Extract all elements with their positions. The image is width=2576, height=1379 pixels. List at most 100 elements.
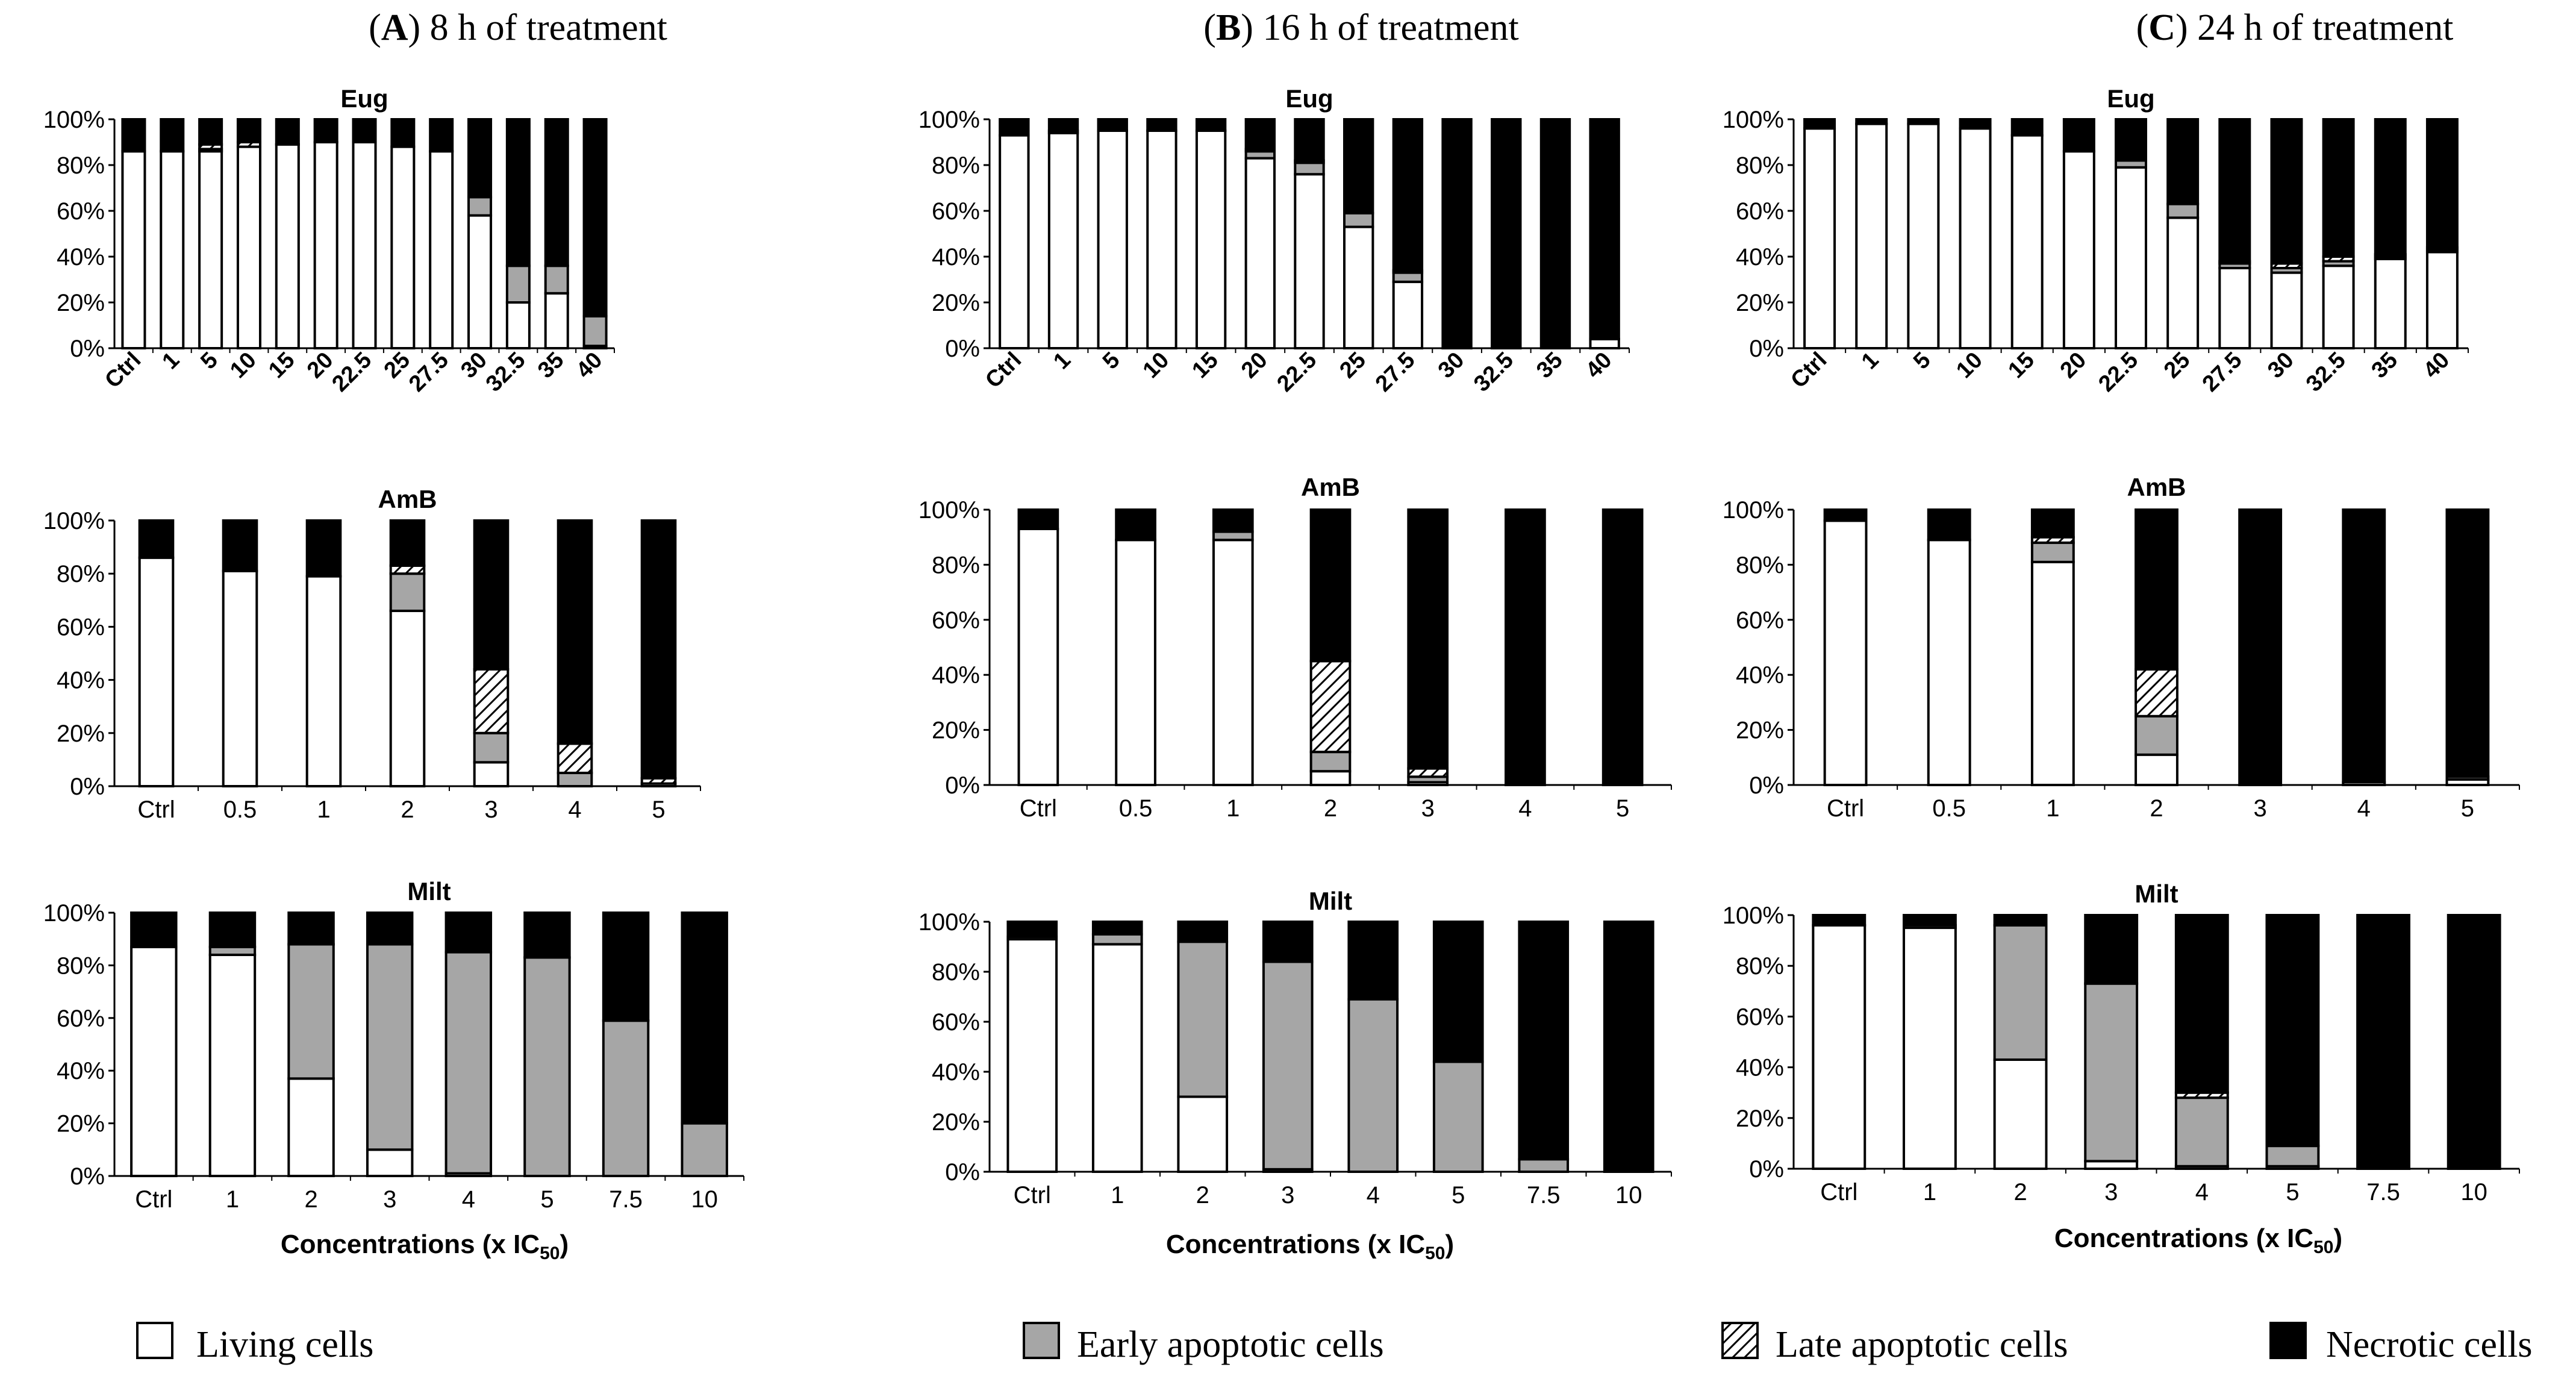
bar-segment-early [1177, 940, 1229, 1098]
y-tick-label: 40% [57, 244, 105, 270]
bar-segment-living [1903, 927, 1957, 1171]
x-category-label: 3 [484, 796, 497, 823]
bar-segment-necrotic [1294, 118, 1325, 162]
bar-segment-necrotic [681, 912, 728, 1125]
bar-segment-living [473, 761, 510, 788]
bar-segment-necrotic [352, 118, 377, 143]
y-tick-label: 20% [1736, 290, 1784, 316]
y-tick-label: 20% [932, 718, 980, 744]
bar-segment-early [1343, 211, 1374, 228]
x-category-label: Ctrl [1786, 348, 1832, 393]
y-tick-label: 0% [945, 772, 980, 799]
bar-segment-necrotic [1432, 921, 1484, 1063]
x-category-label: 0.5 [1932, 795, 1966, 822]
bar-segment-early [473, 731, 510, 764]
bar-segment-living [305, 575, 342, 787]
bar-segment-necrotic [444, 912, 493, 954]
chart-title: AmB [2127, 473, 2186, 501]
x-category-label: 1 [1049, 348, 1076, 375]
x-category-label: 40 [572, 348, 608, 384]
bar-segment-necrotic [130, 912, 178, 948]
x-category-label: 10 [225, 348, 261, 384]
bar-segment-early [1091, 933, 1143, 946]
bar-segment-necrotic [236, 118, 261, 143]
bar-segment-necrotic [1903, 914, 1957, 927]
bar-segment-necrotic [1959, 118, 1992, 130]
x-category-label: Ctrl [1014, 1182, 1051, 1209]
x-category-label: 5 [540, 1186, 554, 1213]
x-category-label: 5 [652, 796, 665, 823]
bar-segment-living [2374, 257, 2407, 349]
x-category-label: 10 [1138, 348, 1174, 384]
bar-segment-necrotic [208, 912, 257, 948]
panel-title-a: (A) 8 h of treatment [369, 7, 667, 48]
bar-segment-living [2010, 134, 2044, 349]
bar-segment-living [366, 1148, 414, 1178]
bar-segment-late [1309, 660, 1352, 754]
legend-swatch-early [1023, 1322, 1060, 1359]
x-category-label: 3 [2104, 1179, 2118, 1205]
bar-segment-necrotic [2062, 118, 2095, 153]
bar-segment-early [602, 1019, 650, 1178]
bar-segment-early [1294, 161, 1325, 176]
bar-segment-early [557, 771, 593, 787]
legend-swatch-living [136, 1322, 173, 1359]
x-category-label: 4 [1518, 795, 1532, 822]
bar-segment-living [2030, 560, 2075, 787]
bar-segment-living [390, 145, 416, 349]
x-category-label: 40 [2419, 348, 2455, 384]
bar-segment-living [1195, 130, 1227, 349]
y-tick-label: 60% [1736, 607, 1784, 634]
bar-segment-late [1407, 767, 1449, 778]
bar-segment-living [2425, 251, 2459, 349]
y-tick-label: 80% [932, 152, 980, 179]
bar-segment-necrotic [505, 118, 531, 267]
bar-segment-necrotic [2322, 118, 2355, 258]
bar-segment-necrotic [544, 118, 569, 267]
bar-segment-necrotic [1441, 118, 1473, 349]
bar-segment-living [160, 150, 185, 349]
x-category-label: 3 [1421, 795, 1435, 822]
x-category-label: Ctrl [1820, 1179, 1857, 1205]
bar-segment-necrotic [429, 118, 454, 153]
y-tick-label: 20% [57, 290, 105, 316]
bar-segment-living [1006, 938, 1058, 1174]
bar-segment-necrotic [1603, 921, 1654, 1173]
x-category-label: 20 [1237, 348, 1273, 384]
y-tick-label: 60% [932, 1009, 980, 1036]
bar-segment-necrotic [2265, 914, 2320, 1148]
bar-segment-living [1212, 539, 1254, 787]
x-category-label: 1 [226, 1186, 239, 1213]
bar-segment-living [121, 150, 146, 349]
bar-segment-necrotic [1539, 118, 1571, 349]
bar-segment-early [2166, 202, 2200, 219]
x-category-label: Ctrl [1827, 795, 1864, 822]
panel-title-b: (B) 16 h of treatment [1203, 7, 1518, 48]
x-category-label: 25 [2159, 348, 2195, 384]
bar-segment-necrotic [467, 118, 493, 199]
y-tick-label: 0% [945, 336, 980, 362]
x-category-label: 4 [2195, 1179, 2209, 1205]
x-category-label: 2 [2150, 795, 2163, 822]
y-tick-label: 0% [1749, 336, 1784, 362]
bar-segment-necrotic [2084, 914, 2139, 985]
bar-segment-early [1309, 751, 1352, 773]
x-category-label: 3 [2254, 795, 2267, 822]
y-tick-label: 40% [932, 662, 980, 689]
bar-segment-necrotic [390, 118, 416, 148]
bar-segment-necrotic [582, 118, 608, 317]
bar-segment-living [1392, 280, 1424, 349]
bar-segment-living [1993, 1058, 2048, 1170]
x-category-label: 5 [1909, 348, 1936, 375]
x-category-label: 4 [2357, 795, 2371, 822]
x-category-label: 3 [383, 1186, 396, 1213]
bar-segment-living [1244, 157, 1276, 349]
y-tick-label: 40% [57, 1058, 105, 1084]
bar-segment-necrotic [1803, 118, 1836, 130]
x-category-label: Ctrl [981, 348, 1026, 393]
bar-segment-necrotic [1993, 914, 2048, 927]
bar-segment-necrotic [2342, 508, 2386, 784]
y-tick-label: 40% [1736, 244, 1784, 270]
bar-segment-early [523, 956, 571, 1178]
